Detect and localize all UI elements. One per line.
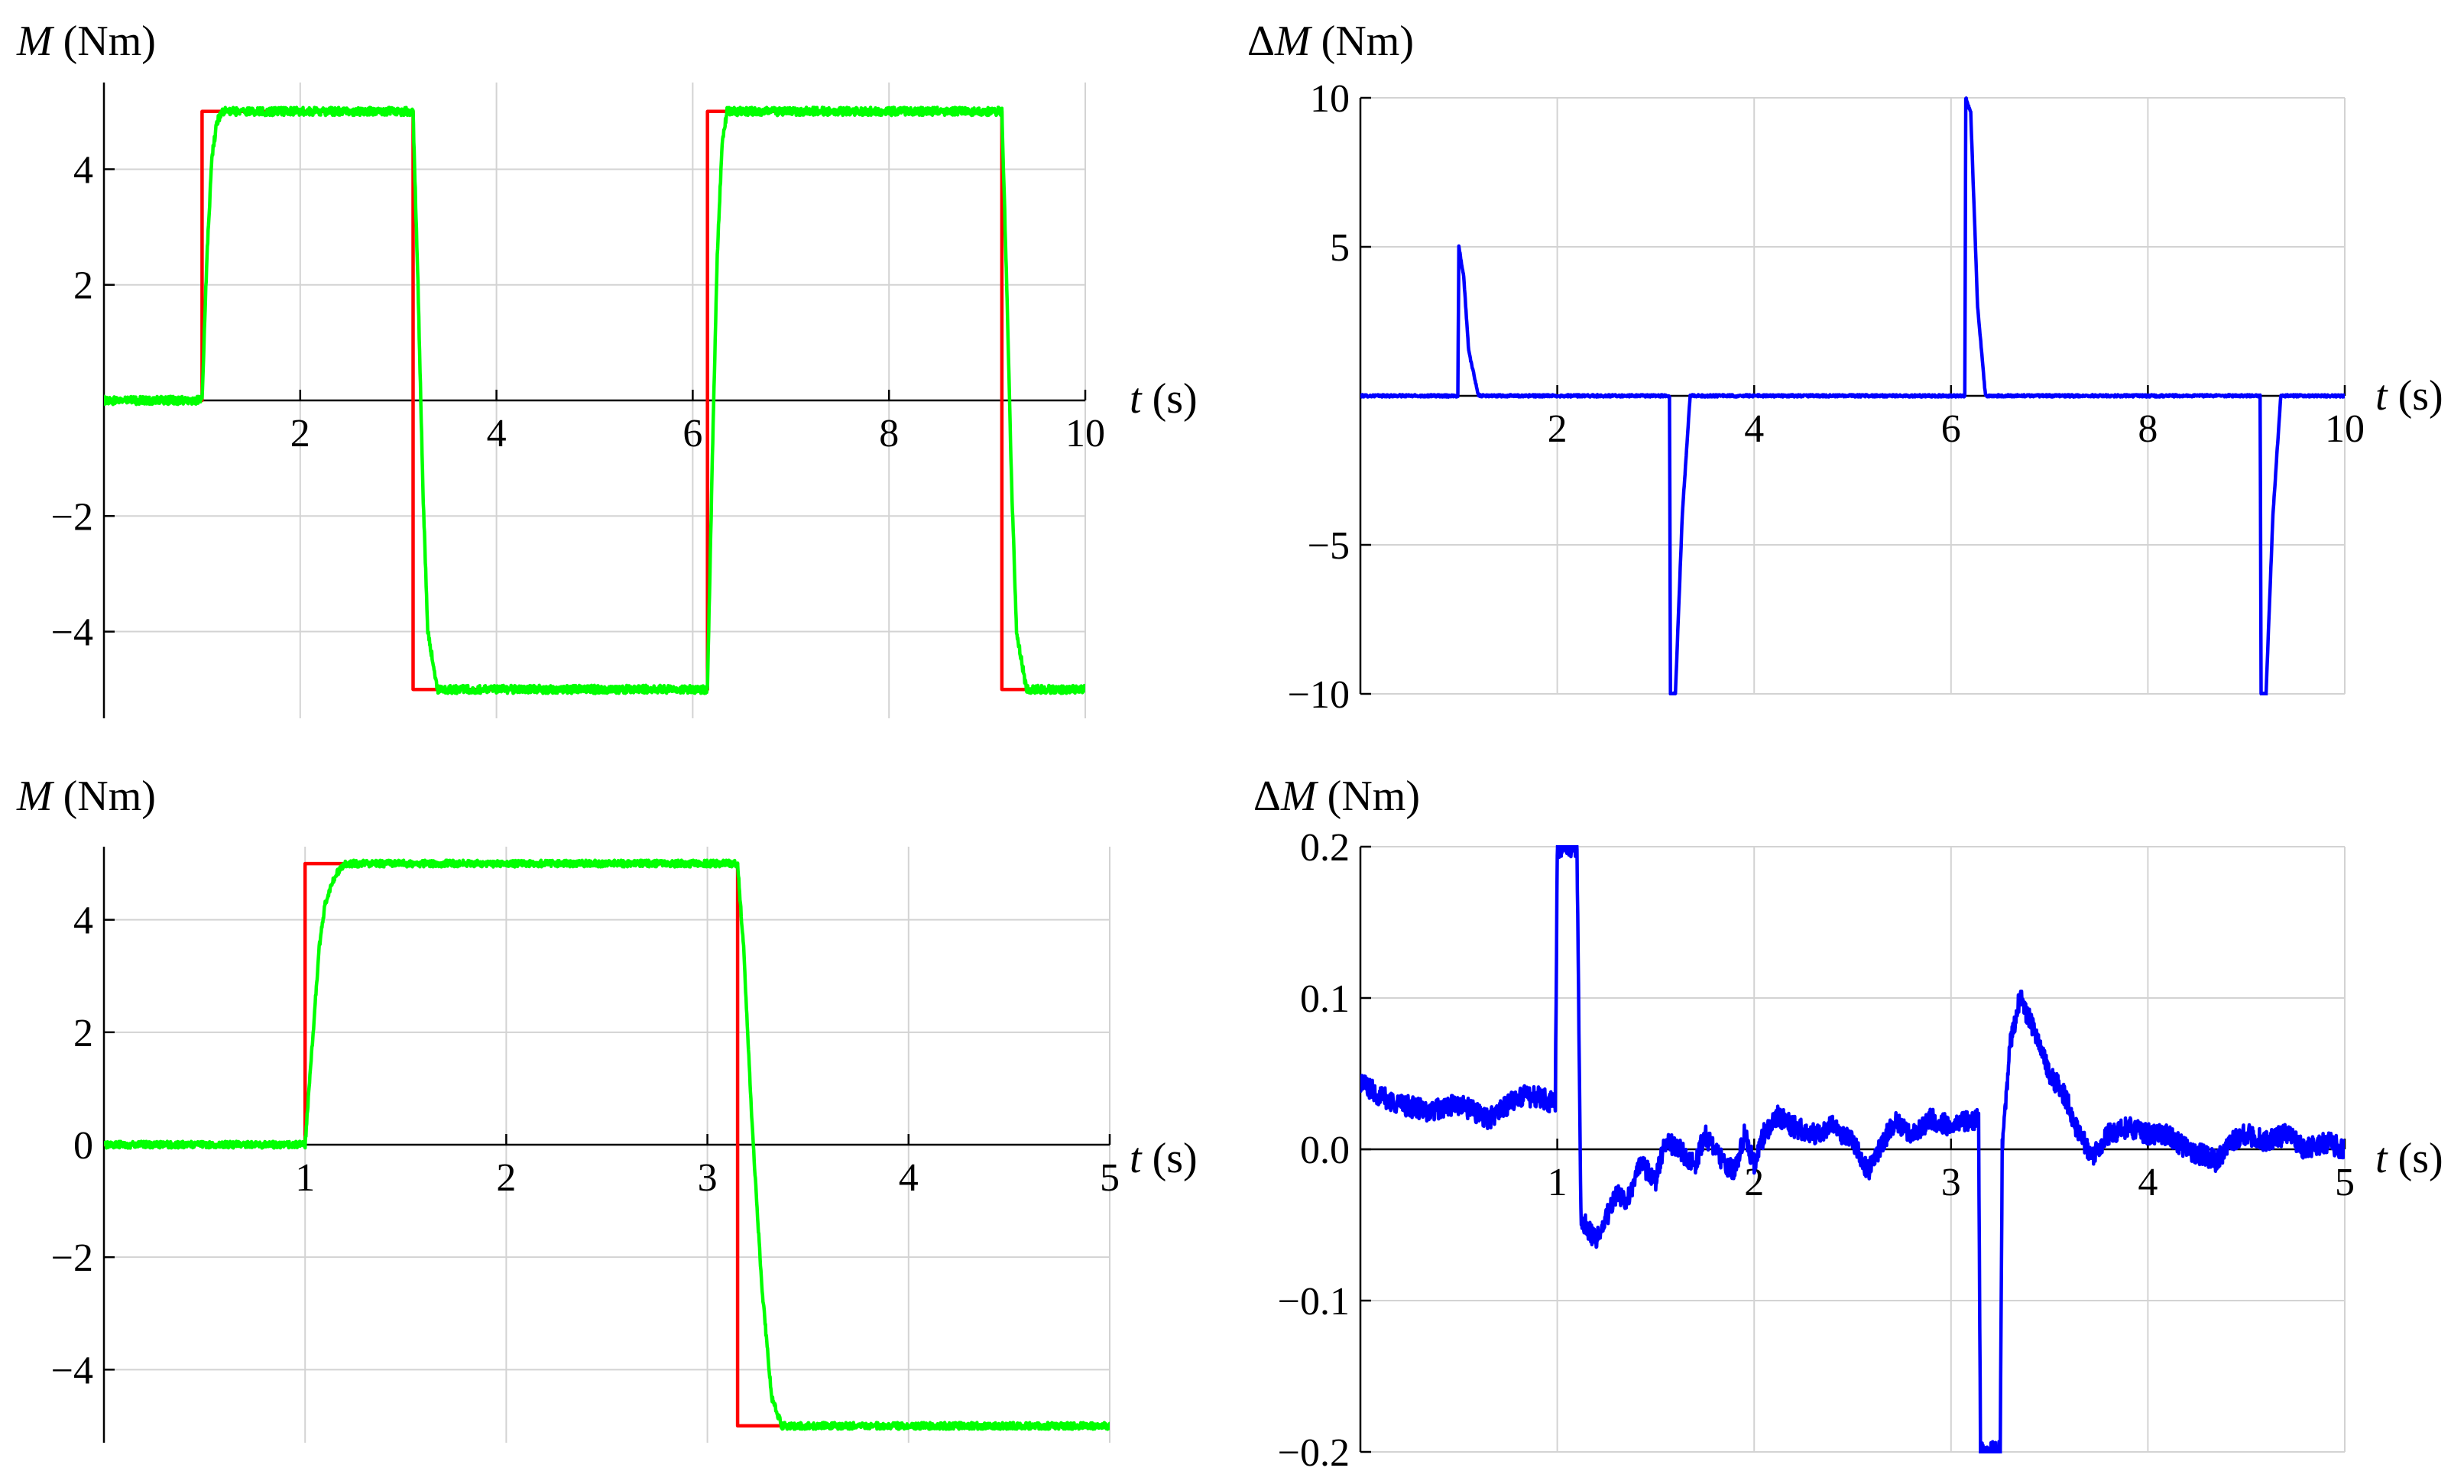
y-axis-symbol: M <box>1274 18 1313 65</box>
x-axis-unit: (s) <box>2388 1135 2443 1182</box>
x-tick-label: 8 <box>2138 407 2158 451</box>
x-tick-label: 5 <box>1100 1156 1120 1200</box>
x-tick-label: 1 <box>295 1156 315 1200</box>
x-axis-label: t (s) <box>1130 375 1198 423</box>
y-tick-label: 10 <box>1310 77 1350 121</box>
y-axis-unit: (Nm) <box>1311 18 1414 65</box>
x-tick-label: 3 <box>1941 1161 1961 1204</box>
y-axis-unit: (Nm) <box>53 18 156 65</box>
x-tick-label: 5 <box>2335 1161 2355 1204</box>
x-axis-unit: (s) <box>1142 1135 1198 1182</box>
y-tick-label: −4 <box>51 611 93 655</box>
x-axis-label: t (s) <box>2375 1135 2443 1182</box>
y-tick-label: 0.1 <box>1300 977 1350 1021</box>
series-line-measured <box>104 858 1110 1431</box>
y-tick-label: −0.2 <box>1278 1431 1350 1475</box>
y-tick-label: −2 <box>51 1236 93 1280</box>
chart-panel-top-right: 2 4 6 8 10 −10 −5 5 10 ΔM (Nm) t (s) <box>1247 18 2443 717</box>
x-axis-symbol: t <box>2375 372 2388 420</box>
y-axis-label: ΔM (Nm) <box>1247 18 1414 65</box>
x-axis-symbol: t <box>1130 1135 1143 1182</box>
y-axis-delta: Δ <box>1253 773 1281 820</box>
x-tick-label: 1 <box>1548 1161 1568 1204</box>
x-tick-label: 2 <box>496 1156 516 1200</box>
y-axis-delta: Δ <box>1247 18 1275 65</box>
chart-panel-bottom-left: 1 2 3 4 5 −4 −2 0 2 4 M (Nm) t (s) <box>16 773 1198 1443</box>
y-axis-unit: (Nm) <box>1317 773 1420 820</box>
y-tick-label: −4 <box>51 1349 93 1392</box>
x-tick-label: 2 <box>290 412 310 455</box>
y-tick-label: 0.2 <box>1300 826 1350 870</box>
y-tick-label: −2 <box>51 495 93 539</box>
series-line-difference <box>1360 96 2345 695</box>
x-tick-label: 10 <box>2325 407 2365 451</box>
x-tick-label: 4 <box>487 412 507 455</box>
x-tick-label: 4 <box>1744 407 1764 451</box>
x-axis-label: t (s) <box>2375 372 2443 420</box>
y-axis-symbol: M <box>16 18 55 65</box>
chart-panel-bottom-right: 1 2 3 4 5−0.2−0.10.00.10.2ΔM (Nm)t (s) <box>1253 773 2443 1475</box>
y-tick-label: 0.0 <box>1300 1129 1350 1172</box>
x-tick-label: 10 <box>1065 412 1105 455</box>
x-tick-label: 4 <box>2138 1161 2158 1204</box>
y-tick-label: 4 <box>73 899 93 943</box>
x-tick-label: 6 <box>682 412 702 455</box>
x-axis-symbol: t <box>2375 1135 2388 1182</box>
chart-panel-top-left: 2 4 6 8 10 −4 −2 2 4 M (Nm) t (s) <box>16 18 1198 718</box>
x-tick-label: 4 <box>899 1156 919 1200</box>
y-axis-unit: (Nm) <box>53 773 156 820</box>
x-tick-label: 8 <box>879 412 899 455</box>
y-tick-label: 4 <box>73 148 93 192</box>
y-tick-label: −10 <box>1288 673 1350 717</box>
y-axis-label: ΔM (Nm) <box>1253 773 1420 820</box>
x-axis-unit: (s) <box>2388 372 2443 420</box>
x-axis-label: t (s) <box>1130 1135 1198 1182</box>
y-axis-symbol: M <box>1280 773 1319 820</box>
y-tick-label: −0.1 <box>1278 1280 1350 1324</box>
y-axis-label: M (Nm) <box>16 18 156 65</box>
y-tick-label: 2 <box>73 1012 93 1055</box>
y-tick-label: −5 <box>1308 524 1350 568</box>
y-tick-label: 0 <box>73 1124 93 1168</box>
x-axis-symbol: t <box>1130 375 1143 423</box>
x-tick-label: 2 <box>1548 407 1568 451</box>
y-axis-label: M (Nm) <box>16 773 156 820</box>
series-line-difference <box>1360 845 2345 1453</box>
y-tick-label: 2 <box>73 264 93 308</box>
x-tick-label: 3 <box>698 1156 718 1200</box>
x-axis-unit: (s) <box>1142 375 1198 423</box>
series-line-measured <box>104 105 1085 695</box>
y-axis-symbol: M <box>16 773 55 820</box>
x-tick-label: 6 <box>1941 407 1961 451</box>
y-tick-label: 5 <box>1330 226 1350 270</box>
